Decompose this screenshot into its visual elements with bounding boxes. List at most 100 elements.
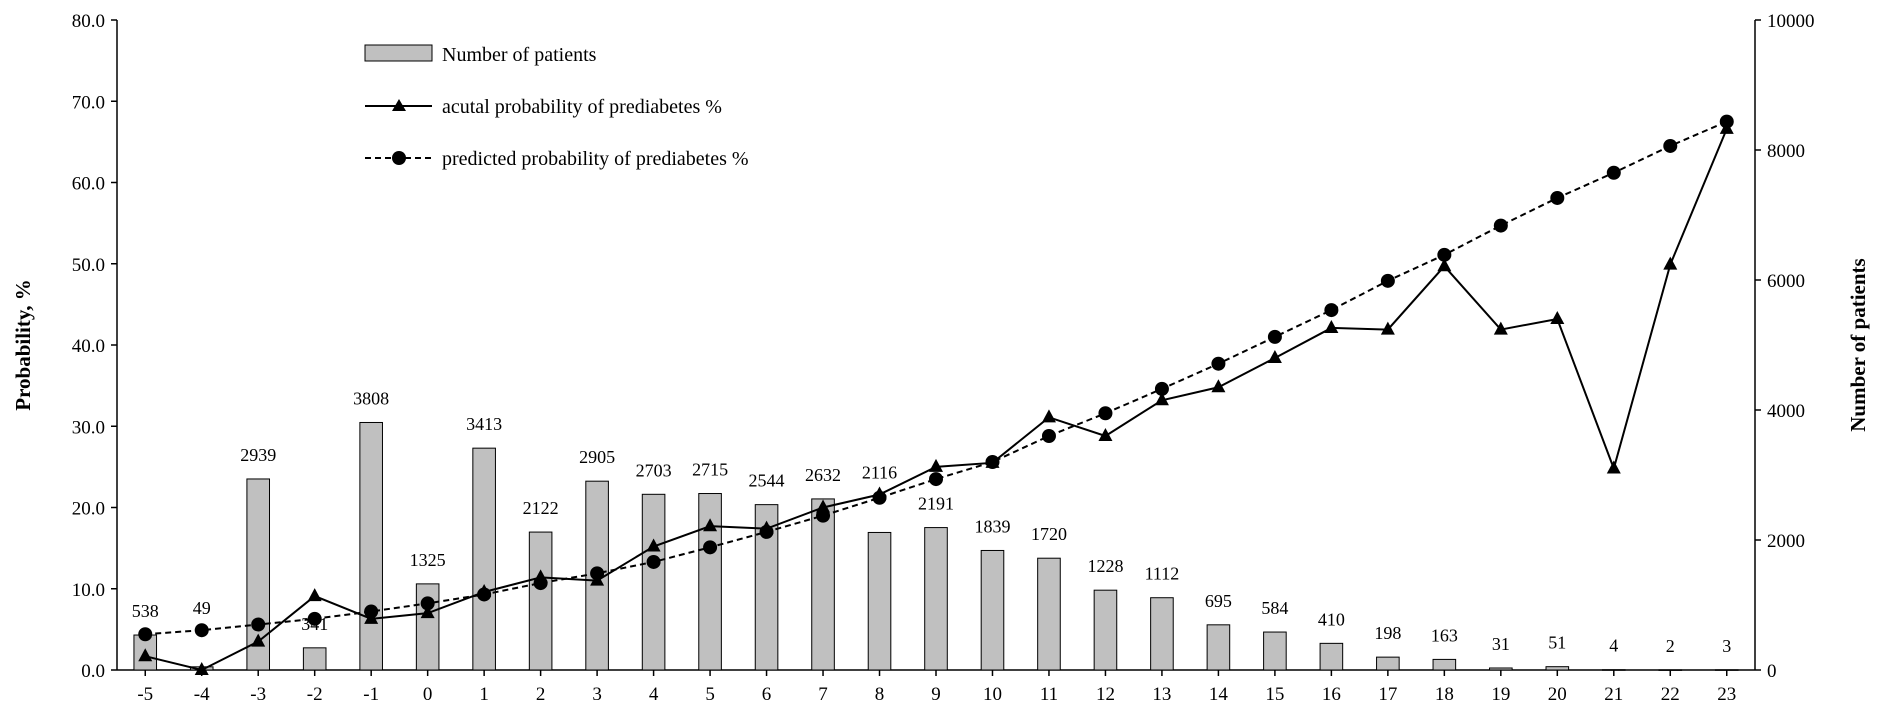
bar-patients-16	[1037, 557, 1061, 671]
actual-point-15	[985, 454, 1000, 468]
actual-point-0	[138, 648, 153, 662]
predicted-point-17	[1098, 406, 1113, 421]
lines-layer	[138, 114, 1734, 675]
predicted-point-18	[1154, 381, 1169, 396]
predicted-point-3	[307, 611, 322, 626]
bar-data-label-7: 2122	[523, 498, 559, 518]
predicted-point-27	[1663, 138, 1678, 153]
bar-data-label-22: 198	[1374, 623, 1401, 643]
predicted-point-9	[646, 554, 661, 569]
x-tick-label-19: 14	[1209, 684, 1229, 705]
actual-point-4	[364, 610, 379, 624]
predicted-point-5	[420, 596, 435, 611]
legend-label-actual: acutal probability of prediabetes %	[442, 96, 722, 118]
predicted-point-2	[251, 617, 266, 632]
predicted-point-24	[1493, 218, 1508, 233]
x-tick-label-15: 10	[983, 684, 1002, 705]
bar-patients-21	[1319, 642, 1344, 671]
predicted-point-10	[703, 540, 718, 555]
bar-data-label-18: 1112	[1145, 564, 1180, 584]
legend-triangle-marker	[392, 99, 406, 111]
left-y-tick-label-4: 40.0	[72, 336, 105, 357]
x-tick-label-11: 6	[762, 684, 772, 705]
left-y-tick-label-6: 60.0	[72, 174, 105, 195]
x-tick-label-22: 17	[1378, 684, 1397, 705]
x-tick-label-27: 22	[1661, 684, 1680, 705]
bar-patients-6	[472, 447, 496, 671]
predicted-point-23	[1437, 247, 1452, 262]
right-y-tick-label-3: 6000	[1767, 271, 1805, 292]
predicted-point-20	[1267, 329, 1282, 344]
actual-point-9	[646, 538, 661, 552]
actual-point-11	[759, 520, 774, 534]
x-tick-label-4: -1	[363, 684, 379, 705]
predicted-point-19	[1211, 356, 1226, 371]
actual-point-14	[929, 458, 943, 472]
actual-point-12	[816, 499, 831, 513]
bar-patients-19	[1206, 624, 1231, 671]
right-y-tick-label-4: 8000	[1767, 141, 1805, 162]
right-y-tick-label-2: 4000	[1767, 401, 1805, 422]
left-y-tick-label-3: 30.0	[72, 417, 105, 438]
series-line-2	[145, 120, 1728, 636]
predicted-point-16	[1041, 429, 1056, 443]
actual-point-5	[420, 605, 435, 619]
bar-data-label-16: 1720	[1031, 524, 1067, 544]
bar-patients-24	[1489, 667, 1513, 671]
actual-point-10	[703, 518, 718, 532]
bar-data-label-13: 2116	[862, 463, 897, 483]
x-tick-label-14: 9	[931, 684, 941, 705]
x-tick-label-8: 3	[592, 684, 602, 705]
x-tick-label-0: -5	[137, 684, 153, 705]
x-tick-label-10: 5	[705, 684, 715, 705]
axis-ticks: 0.0 10.0 20.0 30.0 40.0 50.0 60.0 70.0 80.0 0 2000…	[72, 11, 1815, 705]
actual-point-6	[477, 584, 492, 597]
right-y-axis-title: Number of patients	[1846, 258, 1870, 431]
bar-data-label-19: 695	[1205, 591, 1232, 611]
x-tick-label-25: 20	[1548, 684, 1567, 705]
left-y-axis-title: Probability, %	[11, 279, 35, 410]
bar-data-label-23: 163	[1431, 625, 1458, 645]
bar-patients-15	[980, 549, 1005, 671]
bar-data-label-8: 2905	[579, 447, 615, 467]
x-tick-label-21: 16	[1322, 684, 1341, 705]
bar-patients-4	[359, 421, 383, 671]
actual-point-25	[1550, 311, 1565, 324]
x-tick-label-12: 7	[818, 684, 828, 705]
bar-data-label-12: 2632	[805, 465, 841, 485]
legend-bar-swatch	[364, 44, 433, 62]
actual-point-3	[307, 588, 322, 602]
legend-label-patients: Number of patients	[442, 44, 597, 66]
x-tick-label-9: 4	[649, 684, 659, 705]
bar-data-label-15: 1839	[974, 516, 1010, 536]
bar-patients-3	[302, 647, 327, 671]
legend: Number of patients acutal probability of…	[364, 44, 749, 170]
bar-data-label-4: 3808	[353, 388, 389, 408]
actual-point-22	[1380, 321, 1395, 335]
bar-data-label-27: 2	[1666, 636, 1675, 656]
left-y-tick-label-1: 10.0	[72, 580, 105, 601]
actual-point-16	[1041, 409, 1056, 423]
predicted-point-0	[138, 627, 153, 642]
left-y-tick-label-0: 0.0	[81, 661, 105, 682]
actual-point-1	[194, 662, 209, 675]
x-tick-label-1: -4	[194, 684, 210, 705]
x-tick-label-3: -2	[307, 684, 323, 705]
bar-data-label-2: 2939	[240, 445, 276, 465]
bar-data-label-9: 2703	[636, 460, 672, 480]
actual-point-17	[1098, 428, 1113, 441]
actual-point-8	[590, 572, 605, 586]
bar-data-label-1: 49	[193, 598, 211, 618]
actual-point-24	[1493, 321, 1508, 335]
actual-point-13	[872, 486, 887, 500]
left-y-tick-label-7: 70.0	[72, 92, 105, 113]
predicted-point-1	[194, 623, 209, 638]
bar-patients-7	[528, 531, 553, 671]
bar-data-label-24: 31	[1492, 634, 1510, 654]
bar-data-label-6: 3413	[466, 414, 502, 434]
right-y-tick-label-0: 0	[1767, 661, 1777, 682]
bar-patients-18	[1150, 597, 1174, 671]
predicted-point-21	[1324, 303, 1339, 318]
actual-point-18	[1154, 392, 1169, 406]
bar-patients-13	[867, 531, 892, 671]
